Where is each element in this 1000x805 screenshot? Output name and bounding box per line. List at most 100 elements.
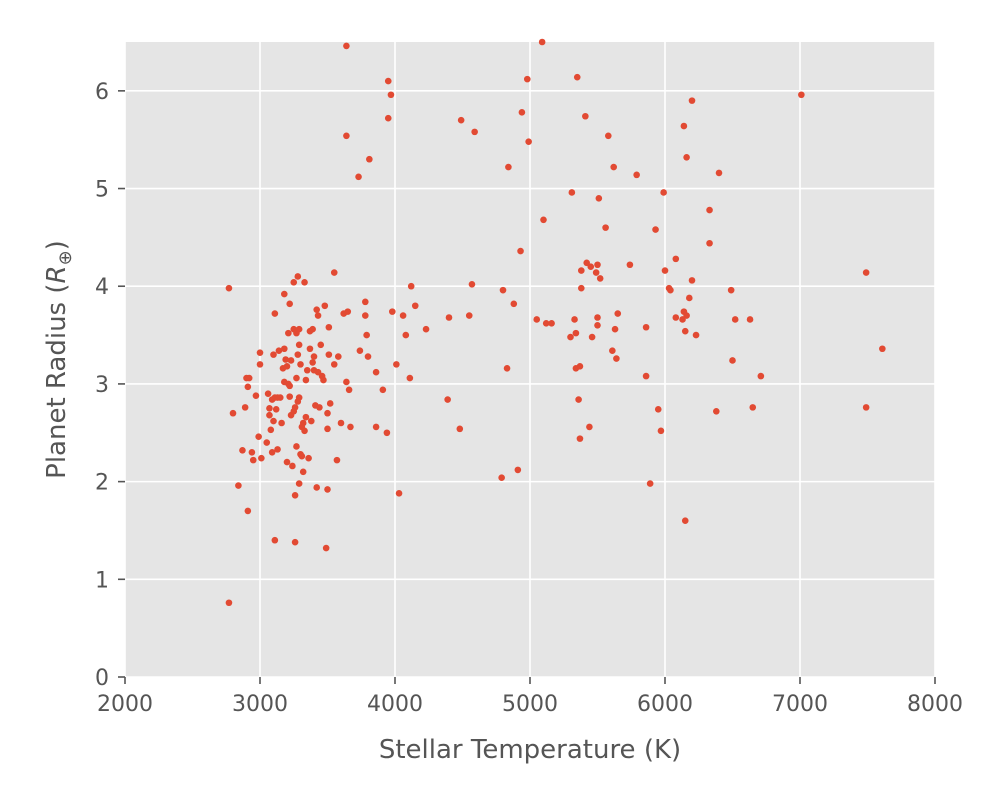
data-point: [326, 400, 334, 407]
data-point: [514, 466, 522, 474]
data-point: [235, 482, 242, 489]
data-point: [573, 73, 581, 81]
x-axis-title: Stellar Temperature (K): [379, 735, 681, 765]
data-point: [335, 353, 342, 360]
data-point: [301, 427, 308, 435]
x-tick-label: 3000: [232, 692, 288, 717]
data-point: [281, 345, 288, 353]
data-point: [325, 323, 333, 331]
data-point: [642, 323, 650, 331]
data-point: [605, 132, 612, 140]
data-point: [324, 409, 331, 417]
data-point: [456, 425, 464, 433]
data-point: [283, 458, 291, 466]
data-point: [229, 409, 237, 417]
data-point: [387, 91, 395, 99]
data-point: [384, 114, 392, 122]
data-point: [654, 406, 662, 413]
data-point: [301, 279, 308, 286]
data-point: [303, 366, 311, 374]
data-point: [344, 308, 352, 315]
x-tick-label: 7000: [772, 692, 828, 717]
data-point: [306, 345, 314, 353]
data-point: [286, 300, 294, 308]
data-point: [383, 429, 391, 437]
x-tick-label: 5000: [502, 692, 558, 717]
data-point: [317, 341, 325, 349]
axes: 2000 3000 4000 5000 6000 7000 8000 0 1 2 3 4 5 6: [95, 80, 963, 717]
y-axis-title: Planet Radius (R⊕): [42, 240, 76, 479]
data-point: [225, 284, 233, 292]
data-point: [406, 374, 414, 382]
data-point: [248, 449, 256, 456]
data-point: [225, 599, 233, 607]
data-point: [445, 314, 453, 321]
data-point: [465, 312, 473, 319]
data-point: [276, 394, 284, 401]
data-point: [542, 320, 550, 327]
data-point: [281, 290, 288, 298]
data-point: [660, 189, 667, 196]
data-point: [298, 452, 306, 460]
data-point: [686, 294, 693, 302]
data-point: [272, 406, 280, 413]
y-tick-label: 0: [95, 666, 109, 691]
data-point: [282, 356, 289, 363]
data-point: [499, 286, 507, 294]
data-point: [525, 138, 532, 145]
data-point: [862, 404, 870, 411]
data-point: [471, 128, 478, 136]
data-point: [683, 312, 690, 319]
data-point: [324, 486, 331, 493]
data-point: [411, 302, 419, 310]
data-point: [362, 298, 369, 306]
data-point: [683, 153, 690, 161]
data-point: [713, 407, 720, 415]
data-point: [578, 267, 585, 274]
data-point: [372, 423, 380, 431]
data-point: [681, 517, 689, 524]
data-point: [399, 312, 407, 319]
data-point: [244, 383, 252, 391]
data-point: [594, 261, 601, 269]
data-point: [256, 361, 264, 368]
data-point: [576, 435, 584, 442]
data-point: [862, 269, 870, 276]
data-point: [524, 75, 531, 83]
data-point: [505, 163, 512, 171]
data-point: [706, 239, 713, 247]
data-point: [324, 425, 331, 433]
data-point: [588, 333, 596, 341]
data-point: [672, 314, 680, 321]
data-point: [692, 331, 700, 339]
data-point: [610, 163, 617, 171]
data-point: [309, 359, 316, 366]
data-point: [667, 286, 674, 294]
data-point: [244, 507, 252, 515]
data-point: [252, 392, 260, 399]
data-point: [578, 284, 585, 292]
data-point: [321, 302, 329, 310]
data-point: [614, 310, 622, 317]
data-point: [575, 396, 582, 403]
data-point: [266, 405, 273, 412]
data-point: [295, 480, 303, 487]
data-point: [267, 426, 275, 434]
data-point: [646, 480, 654, 487]
data-point: [798, 91, 805, 99]
data-point: [249, 456, 257, 464]
data-point: [310, 353, 318, 360]
y-tick-label: 4: [95, 275, 109, 300]
data-point: [302, 413, 310, 421]
data-point: [266, 411, 273, 419]
x-tick-label: 2000: [97, 692, 153, 717]
data-point: [286, 382, 294, 390]
data-point: [595, 195, 603, 202]
data-point: [313, 484, 321, 491]
data-point: [325, 351, 333, 358]
data-point: [294, 273, 302, 280]
data-point: [291, 491, 299, 499]
data-point: [457, 116, 465, 124]
